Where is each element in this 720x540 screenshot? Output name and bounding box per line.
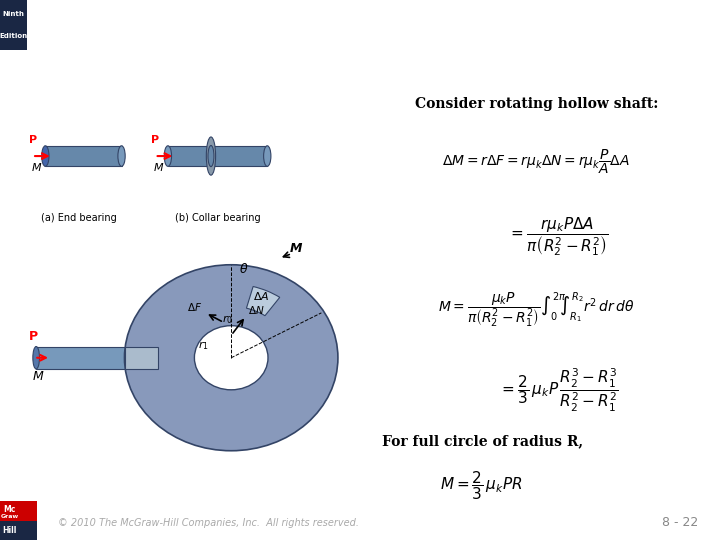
Text: Edition: Edition bbox=[0, 33, 28, 39]
Text: (a) End bearing: (a) End bearing bbox=[40, 213, 117, 222]
Text: Hill: Hill bbox=[2, 526, 17, 535]
Text: Consider rotating hollow shaft:: Consider rotating hollow shaft: bbox=[415, 97, 658, 111]
Polygon shape bbox=[45, 146, 122, 166]
Text: (b) Collar bearing: (b) Collar bearing bbox=[175, 213, 261, 222]
Text: ▶: ▶ bbox=[11, 407, 19, 417]
Polygon shape bbox=[36, 347, 158, 369]
Polygon shape bbox=[125, 347, 158, 369]
Text: $M = \dfrac{\mu_k P}{\pi\left(R_2^2 - R_1^2\right)}\int_0^{2\pi}\!\!\int_{R_1}^{: $M = \dfrac{\mu_k P}{\pi\left(R_2^2 - R_… bbox=[438, 291, 634, 329]
Text: $= \dfrac{2}{3}\,\mu_k P\,\dfrac{R_2^3 - R_1^3}{R_2^2 - R_1^2}$: $= \dfrac{2}{3}\,\mu_k P\,\dfrac{R_2^3 -… bbox=[499, 366, 618, 414]
Ellipse shape bbox=[264, 146, 271, 166]
Ellipse shape bbox=[42, 146, 49, 166]
Text: 8 - 22: 8 - 22 bbox=[662, 516, 698, 529]
Ellipse shape bbox=[208, 145, 214, 167]
Text: ▶: ▶ bbox=[11, 483, 19, 493]
Text: P: P bbox=[29, 135, 37, 145]
FancyBboxPatch shape bbox=[0, 521, 37, 540]
Circle shape bbox=[125, 265, 338, 451]
Text: Mc: Mc bbox=[3, 505, 16, 514]
Text: © 2010 The McGraw-Hill Companies, Inc.  All rights reserved.: © 2010 The McGraw-Hill Companies, Inc. A… bbox=[58, 517, 359, 528]
Ellipse shape bbox=[164, 146, 171, 166]
Wedge shape bbox=[246, 287, 280, 316]
Text: Graw: Graw bbox=[0, 514, 19, 519]
Text: M: M bbox=[32, 370, 43, 383]
Text: $M = \dfrac{2}{3}\,\mu_k PR$: $M = \dfrac{2}{3}\,\mu_k PR$ bbox=[440, 469, 523, 502]
Text: P: P bbox=[151, 135, 159, 145]
Text: For full circle of radius R,: For full circle of radius R, bbox=[382, 434, 583, 448]
Text: ⌂: ⌂ bbox=[11, 356, 19, 370]
Text: Thrust Bearings.  Disk Friction: Thrust Bearings. Disk Friction bbox=[29, 57, 362, 76]
Ellipse shape bbox=[33, 347, 40, 369]
Text: M: M bbox=[32, 163, 41, 173]
FancyBboxPatch shape bbox=[0, 0, 27, 50]
Circle shape bbox=[194, 326, 268, 390]
Text: $\theta$: $\theta$ bbox=[238, 262, 248, 276]
Text: $r_1$: $r_1$ bbox=[198, 339, 209, 352]
Text: $\Delta N$: $\Delta N$ bbox=[248, 305, 264, 316]
Text: P: P bbox=[29, 330, 38, 343]
FancyBboxPatch shape bbox=[0, 501, 37, 540]
Text: M: M bbox=[154, 163, 163, 173]
Text: $= \dfrac{r\mu_k P\Delta A}{\pi\left(R_2^2 - R_1^2\right)}$: $= \dfrac{r\mu_k P\Delta A}{\pi\left(R_2… bbox=[508, 215, 609, 258]
Ellipse shape bbox=[207, 137, 215, 175]
Text: $\Delta A$: $\Delta A$ bbox=[253, 290, 270, 302]
Ellipse shape bbox=[118, 146, 125, 166]
Text: M: M bbox=[290, 242, 302, 255]
Text: $r_0$: $r_0$ bbox=[222, 314, 233, 326]
Text: Vector Mechanics for Engineers: Statics: Vector Mechanics for Engineers: Statics bbox=[63, 11, 686, 39]
Text: ▶: ▶ bbox=[11, 448, 19, 457]
Text: $\Delta M = r\Delta F = r\mu_k \Delta N = r\mu_k \dfrac{P}{A} \Delta A$: $\Delta M = r\Delta F = r\mu_k \Delta N … bbox=[442, 147, 631, 176]
Text: Ninth: Ninth bbox=[3, 11, 24, 17]
Polygon shape bbox=[168, 146, 267, 166]
Text: $\Delta F$: $\Delta F$ bbox=[187, 301, 202, 313]
